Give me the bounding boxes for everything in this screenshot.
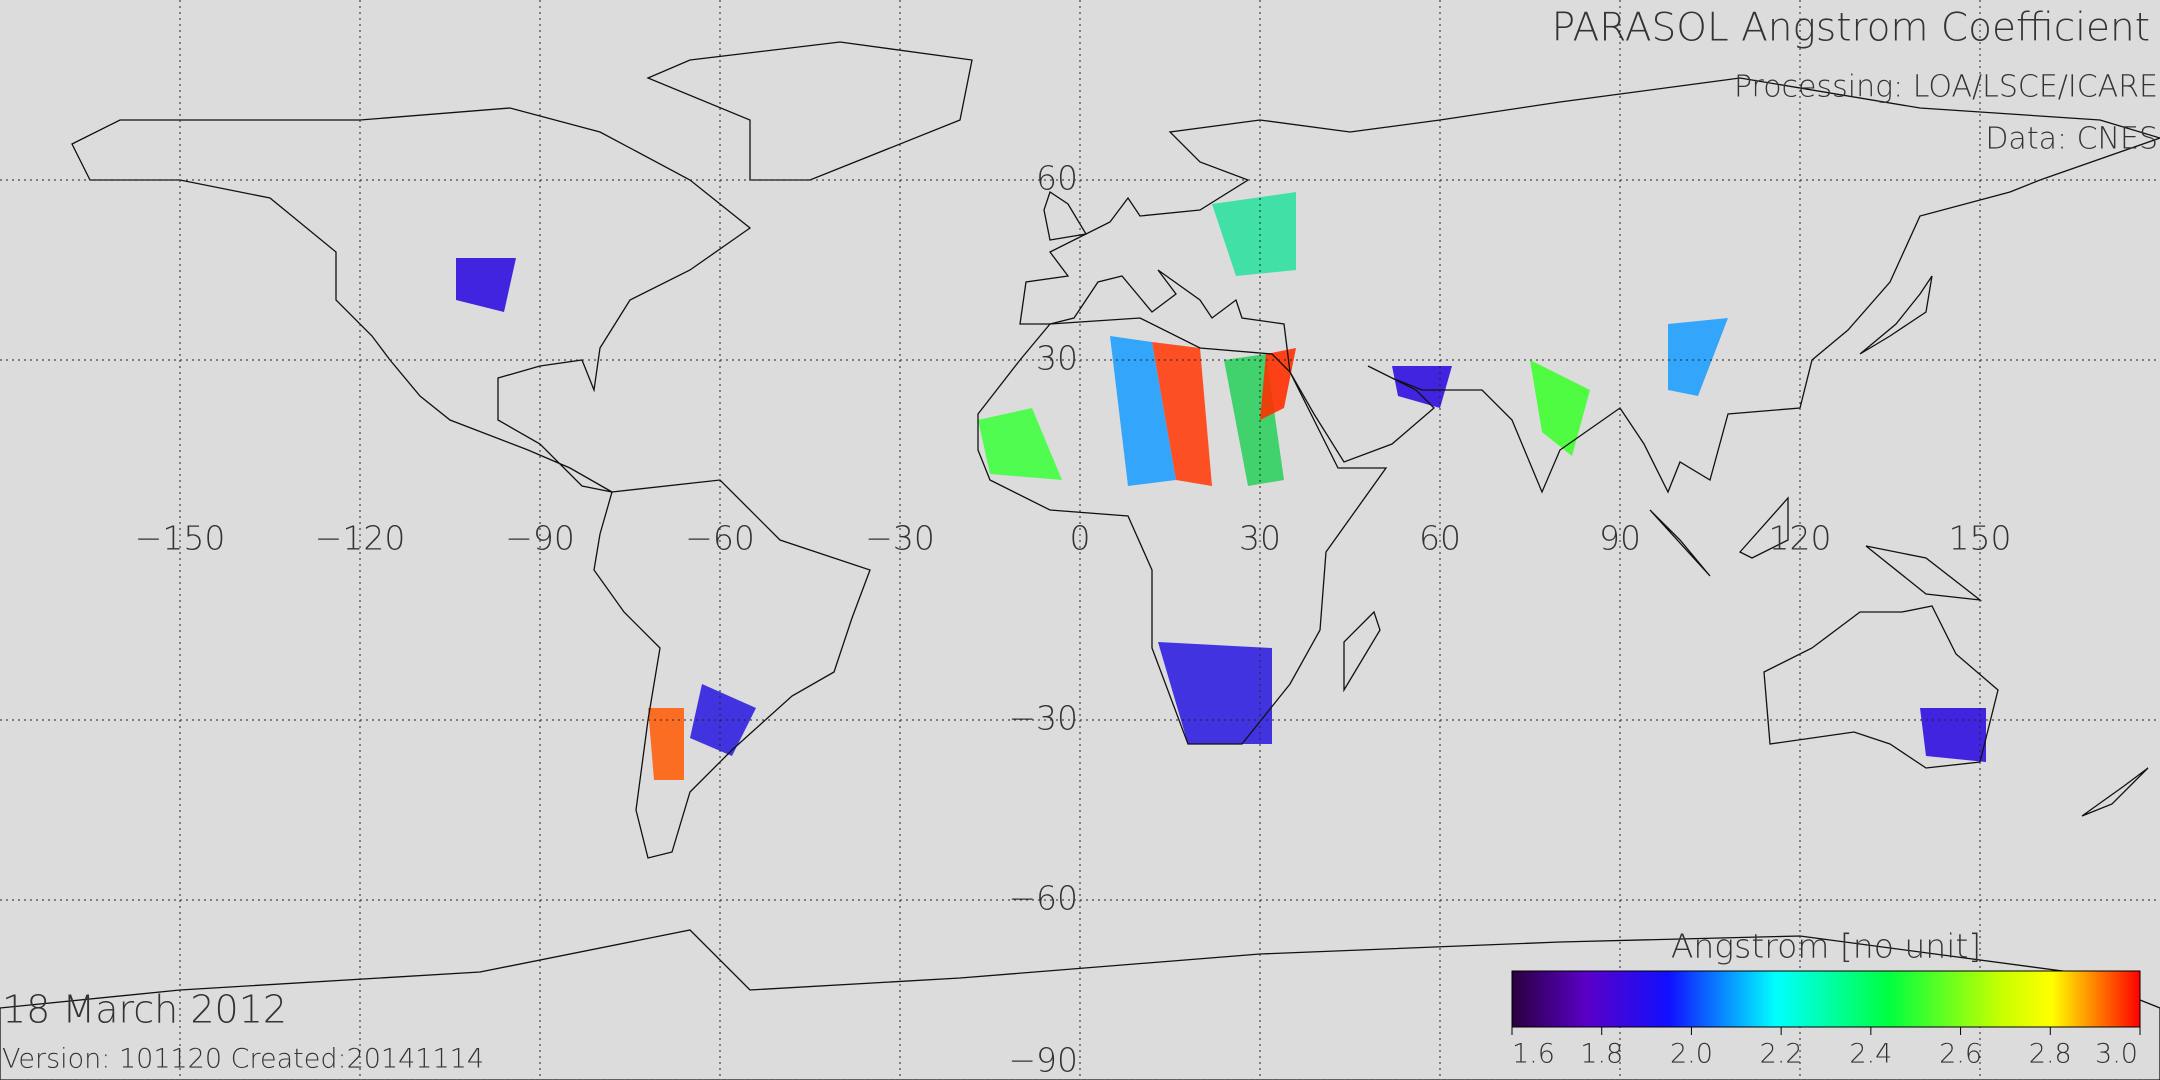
coastline bbox=[1738, 496, 1789, 559]
colorbar-label: Angstrom [no unit] bbox=[1671, 927, 1981, 966]
version-info: Version: 101120 Created:20141114 bbox=[2, 1044, 484, 1075]
swath bbox=[1152, 342, 1212, 486]
coastline bbox=[1019, 77, 2160, 494]
swath bbox=[978, 408, 1062, 480]
lon-label: 120 bbox=[1769, 519, 1832, 558]
title: PARASOL Angstrom Coefficient bbox=[1552, 6, 2150, 51]
lat-label: −60 bbox=[1008, 879, 1078, 918]
swath bbox=[1158, 642, 1272, 744]
colorbar-tick-label: 3.0 bbox=[2095, 1039, 2138, 1070]
coastline bbox=[1343, 610, 1381, 693]
lat-label: 30 bbox=[1036, 339, 1078, 378]
coastline bbox=[1859, 275, 1933, 355]
coastline bbox=[1649, 509, 1711, 577]
lon-label: −150 bbox=[135, 519, 226, 558]
lon-label: 60 bbox=[1419, 519, 1461, 558]
coastline bbox=[977, 317, 1388, 745]
swath bbox=[1110, 336, 1176, 486]
swath bbox=[1392, 366, 1452, 408]
colorbar-ticks: 1.6 1.8 2.0 2.2 2.4 2.6 2.8 3.0 bbox=[1511, 1027, 2141, 1070]
coastline bbox=[593, 479, 871, 859]
swath bbox=[1212, 192, 1296, 276]
colorbar-tick-label: 2.8 bbox=[2029, 1039, 2072, 1070]
swath bbox=[1668, 318, 1728, 396]
lon-label: 90 bbox=[1599, 519, 1641, 558]
colorbar-tick-label: 2.6 bbox=[1939, 1039, 1982, 1070]
lon-label: 30 bbox=[1239, 519, 1281, 558]
processing-credit: Processing: LOA/LSCE/ICARE bbox=[1734, 70, 2158, 105]
coastline bbox=[1763, 605, 1999, 769]
swath bbox=[648, 708, 684, 780]
lat-label: 60 bbox=[1036, 159, 1078, 198]
coastline bbox=[0, 929, 2160, 1080]
coastline bbox=[71, 107, 752, 493]
data-credit: Data: CNES bbox=[1985, 122, 2158, 157]
lon-label: −120 bbox=[315, 519, 406, 558]
lon-label: −60 bbox=[685, 519, 755, 558]
date: 18 March 2012 bbox=[2, 988, 287, 1032]
colorbar-tick-label: 2.0 bbox=[1670, 1039, 1713, 1070]
lon-label: −30 bbox=[865, 519, 935, 558]
lon-label: 0 bbox=[1070, 519, 1091, 558]
lat-label: −90 bbox=[1008, 1041, 1078, 1080]
aerosol-swaths bbox=[456, 192, 1986, 780]
swath bbox=[1530, 360, 1590, 456]
colorbar-tick-label: 1.6 bbox=[1512, 1039, 1555, 1070]
lon-label: 150 bbox=[1949, 519, 2012, 558]
swath bbox=[1920, 708, 1986, 762]
colorbar bbox=[1511, 970, 2141, 1028]
lat-label: −30 bbox=[1008, 699, 1078, 738]
swath bbox=[456, 258, 516, 312]
coastline bbox=[646, 41, 973, 181]
swath bbox=[1260, 348, 1296, 420]
swath bbox=[690, 684, 756, 756]
lon-label: −90 bbox=[505, 519, 575, 558]
colorbar-tick-label: 1.8 bbox=[1580, 1039, 1623, 1070]
colorbar-tick-label: 2.2 bbox=[1760, 1039, 1803, 1070]
colorbar-tick-label: 2.4 bbox=[1849, 1039, 1892, 1070]
coastline bbox=[2081, 767, 2149, 817]
